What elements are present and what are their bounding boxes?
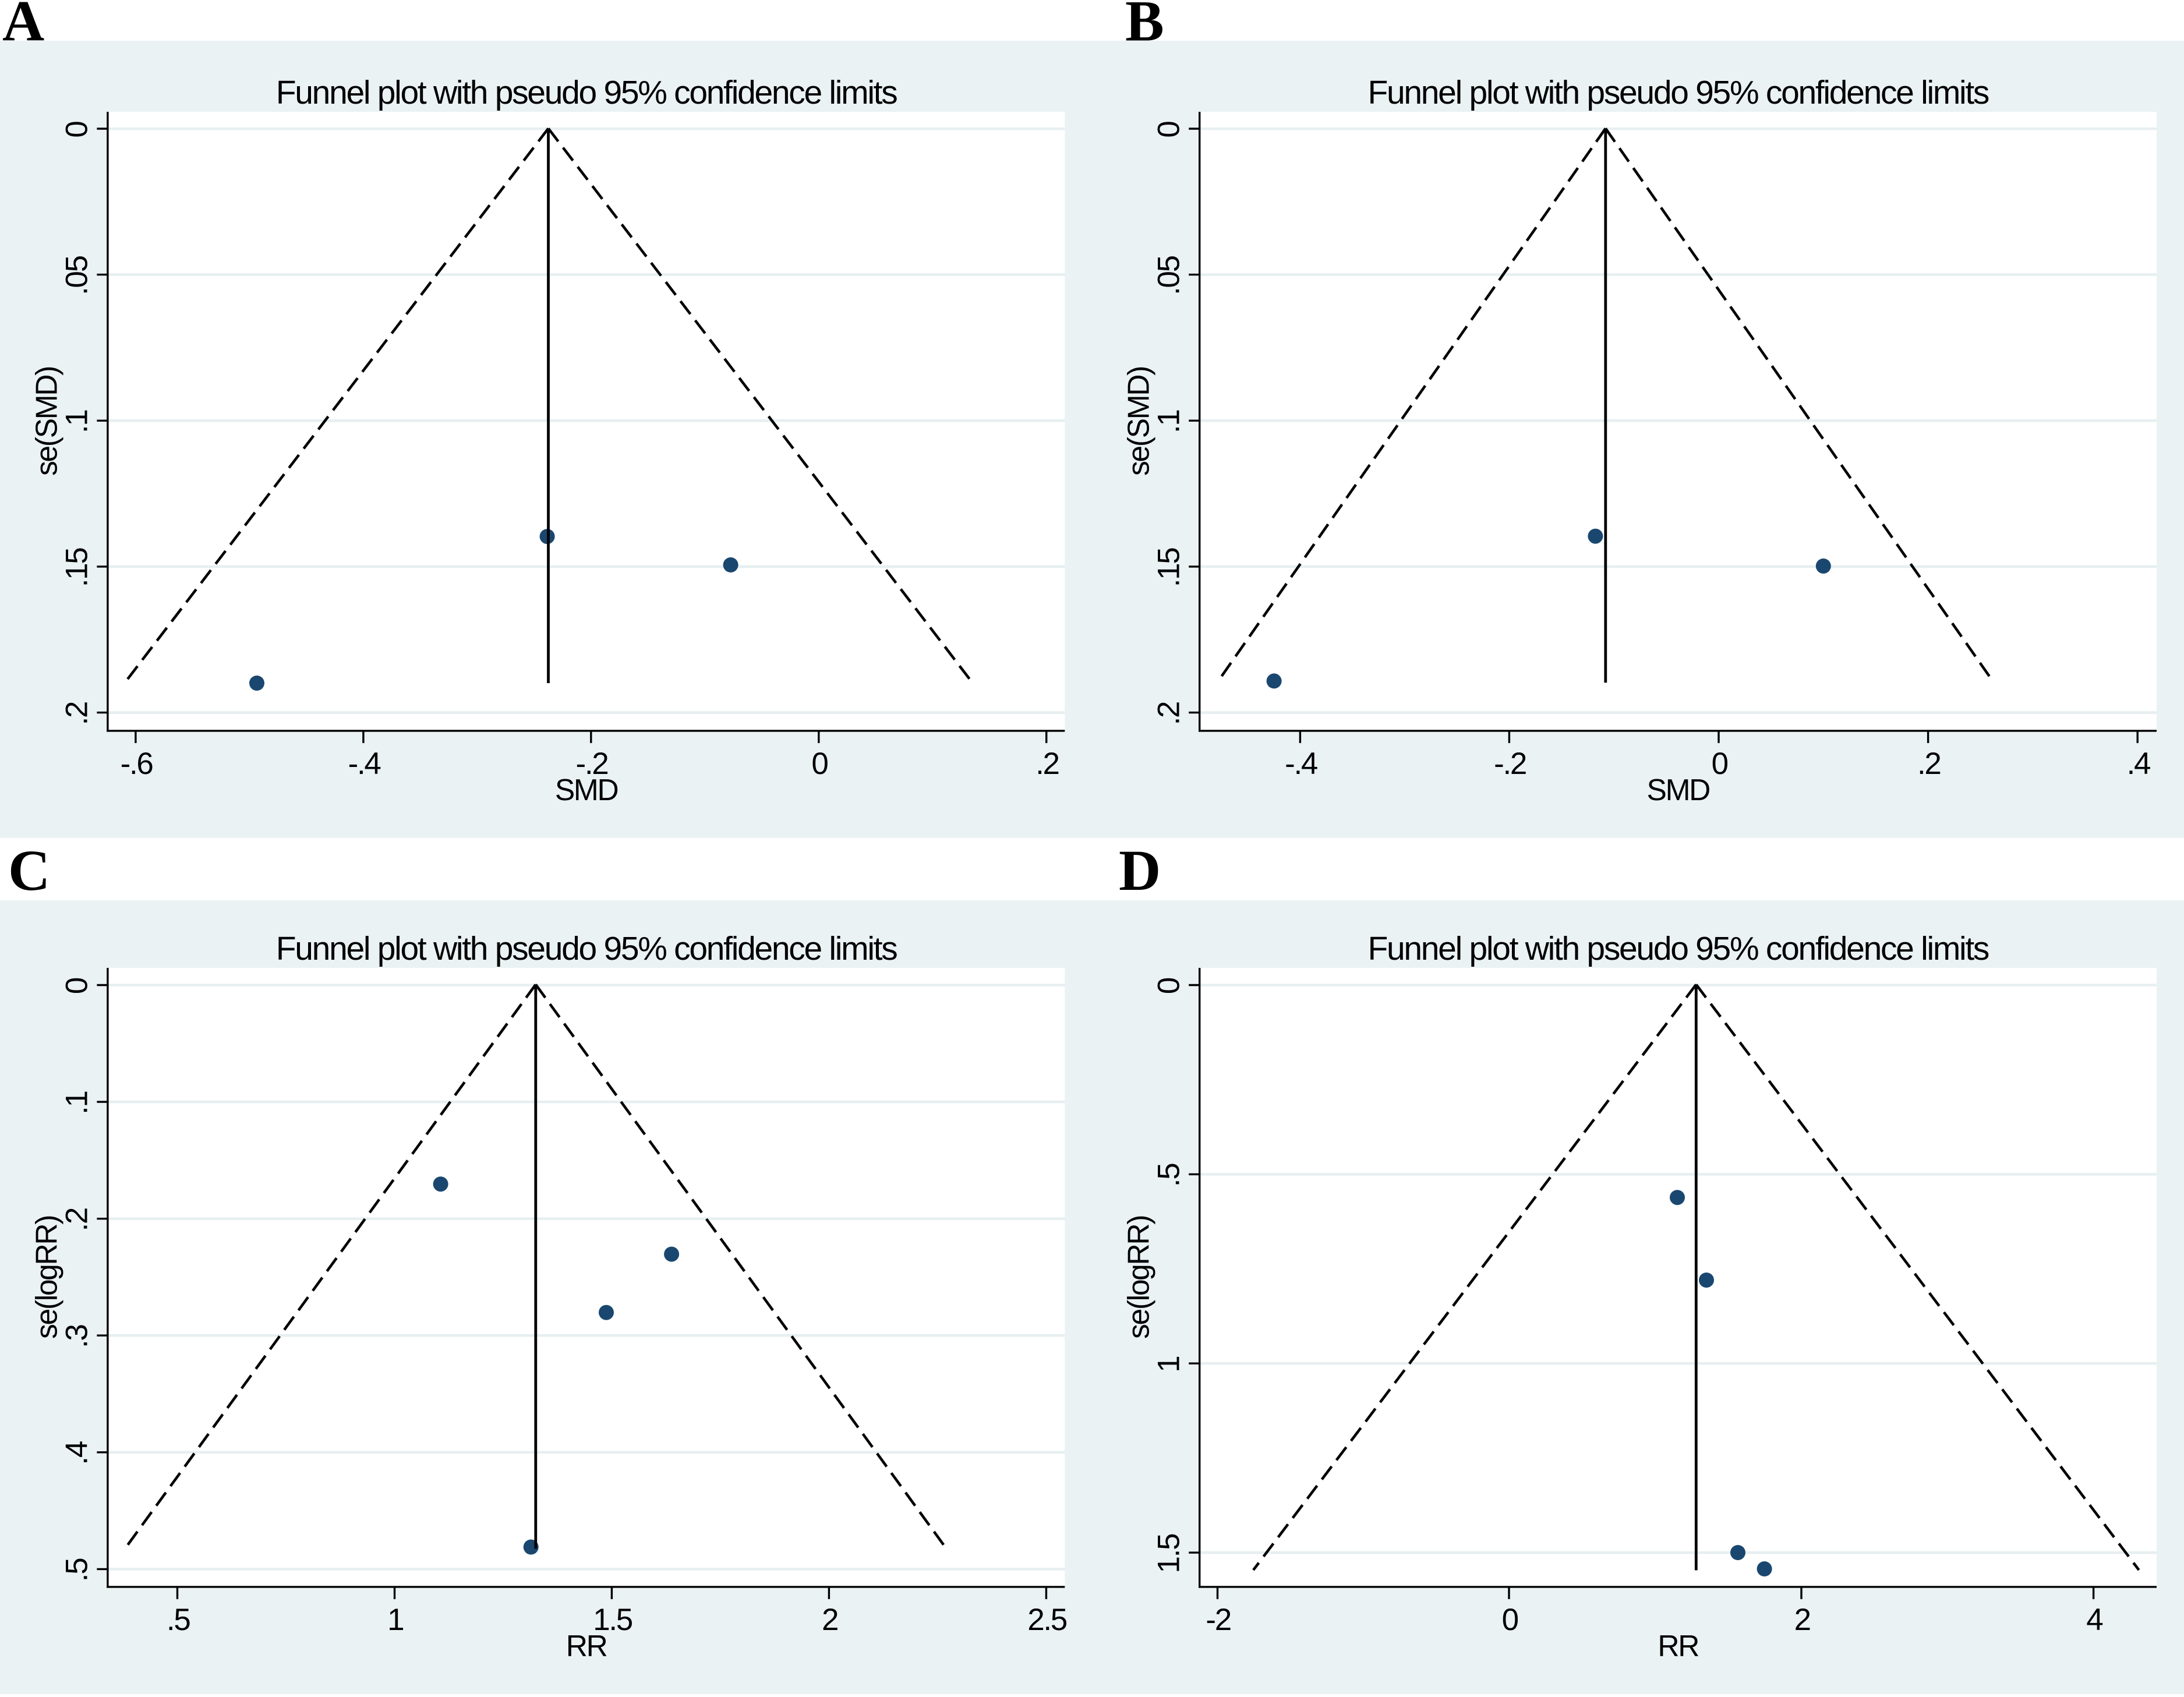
svg-text:2.5: 2.5 [1027,1603,1067,1637]
svg-text:-.4: -.4 [348,747,381,781]
svg-text:Funnel plot with pseudo 95% co: Funnel plot with pseudo 95% confidence l… [1367,74,1988,111]
svg-text:-.2: -.2 [1494,747,1526,781]
svg-text:.2: .2 [1152,702,1186,726]
svg-text:.2: .2 [1036,747,1059,781]
svg-text:Funnel plot with pseudo 95% co: Funnel plot with pseudo 95% confidence l… [276,930,897,967]
svg-text:-.4: -.4 [1285,747,1317,781]
svg-text:.15: .15 [1152,548,1186,588]
svg-text:D: D [1119,838,1161,903]
svg-text:.2: .2 [1917,747,1941,781]
svg-text:se(logRR): se(logRR) [30,1216,63,1339]
svg-text:0: 0 [1152,978,1186,994]
svg-text:.5: .5 [167,1603,190,1637]
svg-text:.1: .1 [60,410,94,433]
svg-text:B: B [1125,0,1164,54]
svg-text:1.5: 1.5 [1152,1534,1186,1574]
svg-text:-2: -2 [1206,1603,1231,1637]
svg-text:.2: .2 [60,702,94,726]
svg-text:se(SMD): se(SMD) [30,367,63,476]
svg-text:2: 2 [822,1603,837,1637]
svg-text:.1: .1 [60,1091,94,1115]
svg-text:.4: .4 [60,1441,94,1465]
svg-text:2: 2 [1794,1603,1810,1637]
svg-text:-.6: -.6 [121,747,153,781]
svg-text:.2: .2 [60,1208,94,1232]
svg-text:SMD: SMD [1647,773,1710,807]
svg-text:SMD: SMD [555,773,618,807]
svg-text:se(SMD): se(SMD) [1122,367,1155,476]
svg-text:.5: .5 [1152,1164,1186,1187]
svg-text:.15: .15 [60,548,94,588]
svg-text:1: 1 [387,1603,403,1637]
svg-text:0: 0 [60,978,94,994]
svg-text:Funnel plot with pseudo 95% co: Funnel plot with pseudo 95% confidence l… [1367,930,1988,967]
svg-text:.5: .5 [60,1558,94,1582]
svg-text:.3: .3 [60,1325,94,1348]
svg-text:0: 0 [1712,747,1728,781]
svg-text:se(logRR): se(logRR) [1122,1216,1155,1339]
svg-text:0: 0 [1502,1603,1518,1637]
svg-text:4: 4 [2086,1603,2102,1637]
svg-text:0: 0 [60,122,94,138]
svg-text:.05: .05 [60,256,94,295]
svg-text:C: C [8,838,50,903]
svg-text:1.5: 1.5 [593,1603,632,1637]
svg-text:.4: .4 [2127,747,2150,781]
svg-text:A: A [2,0,44,54]
svg-text:-.2: -.2 [576,747,608,781]
svg-text:Funnel plot with pseudo 95% co: Funnel plot with pseudo 95% confidence l… [276,74,897,111]
svg-text:RR: RR [566,1629,607,1663]
svg-text:0: 0 [811,747,828,781]
svg-text:.1: .1 [1152,410,1186,433]
svg-text:0: 0 [1152,122,1186,138]
svg-text:1: 1 [1152,1357,1186,1373]
svg-text:.05: .05 [1152,256,1186,295]
svg-text:RR: RR [1658,1629,1698,1663]
